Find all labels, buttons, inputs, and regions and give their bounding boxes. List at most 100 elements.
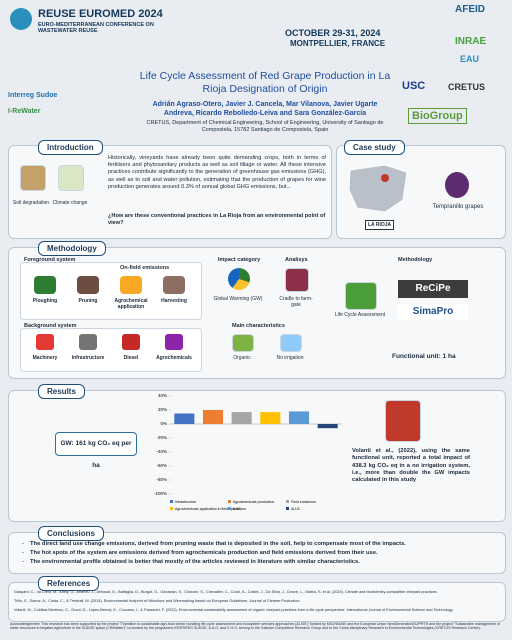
acknowledgement: Acknowledgement: This research has been …	[10, 622, 500, 631]
icon	[232, 334, 254, 352]
functional-unit: Functional unit: 1 ha	[392, 353, 456, 360]
label: Foreground system	[24, 257, 76, 263]
legend-swatch	[170, 507, 173, 510]
conference-subtitle: EURO-MEDITERRANEAN CONFERENCE ON WASTEWA…	[38, 22, 154, 34]
result-box: GW: 161 kg CO₂ eq per ha	[55, 432, 137, 469]
y-tick-label: 20%	[158, 407, 167, 412]
legend-swatch	[170, 500, 173, 503]
logo: INRAE	[455, 36, 487, 47]
bar	[174, 413, 195, 424]
icon	[34, 276, 56, 294]
chart: 40% 20% 0% -20% -40% -60% -80% -100% Infrastruct…	[154, 393, 342, 511]
y-tick-label: -100%	[154, 491, 167, 496]
icon-label: Soil degradation	[12, 200, 50, 206]
legend-swatch	[228, 500, 231, 503]
logo: USC	[402, 80, 426, 92]
icon	[228, 268, 250, 290]
legend-label: Field emissions	[291, 500, 316, 504]
icon	[122, 334, 140, 350]
conclusion: The hot spots of the system are emission…	[30, 550, 378, 556]
y-tick-label: -40%	[156, 449, 167, 454]
legend-label: Infrastructure	[175, 500, 196, 504]
reference: Trillo, E., Saenz, A., Costa, C., & Tres…	[14, 599, 301, 603]
label: Main characteristics	[232, 323, 285, 329]
section-heading: References	[38, 576, 100, 591]
bar	[260, 412, 281, 424]
icon	[163, 276, 185, 294]
section-heading: Conclusions	[38, 526, 105, 541]
legend-label: Agrochemicals application in field opera…	[175, 507, 246, 511]
reference: Gaspard, C., du Crest, M., Abiny, G., An…	[14, 590, 438, 594]
label: Methodology	[398, 257, 433, 263]
bullet: -	[22, 541, 24, 547]
section-heading: Methodology	[38, 241, 106, 256]
legend-label: dLUC	[291, 507, 301, 511]
icon	[36, 334, 54, 350]
crop-label: Tempranillo grapes	[432, 204, 484, 210]
label: Life Cycle Assessment	[334, 312, 386, 318]
icon	[79, 334, 97, 350]
bar	[202, 410, 224, 424]
icon	[345, 282, 377, 310]
icon	[285, 268, 309, 292]
comparison-text: Volanti et al., (2022), using the same f…	[352, 448, 470, 484]
legend-swatch	[228, 507, 231, 510]
logo: BioGroup	[408, 108, 467, 124]
icon	[385, 400, 421, 442]
item-label: Agrochemicals	[156, 355, 192, 361]
location: MONTPELLIER, FRANCE	[290, 39, 386, 48]
logo: I-ReWater	[8, 108, 41, 115]
section-heading: Results	[38, 384, 85, 399]
item-label: Ploughing	[32, 298, 58, 304]
bullet: -	[22, 550, 24, 556]
affiliation: CRETUS, Department of Chemical Engineeri…	[146, 120, 384, 133]
bar	[231, 412, 252, 424]
conference-logo	[10, 8, 32, 30]
item-label: Pruning	[78, 298, 98, 304]
icon	[165, 334, 183, 350]
conclusion: The environmental profile obtained is be…	[30, 559, 360, 565]
y-tick-label: -60%	[156, 463, 167, 468]
item-label: Agrochemical application	[114, 298, 148, 310]
logo: CRETUS	[448, 82, 486, 92]
icon	[58, 165, 84, 191]
section-heading: Introduction	[38, 140, 103, 155]
icon	[20, 165, 46, 191]
y-tick-label: 40%	[158, 393, 167, 398]
label: Global Warming (GW)	[213, 296, 263, 302]
label: Impact category	[218, 257, 261, 263]
section-heading: Case study	[344, 140, 405, 155]
dates: OCTOBER 29-31, 2024	[285, 28, 381, 38]
label: Analisys	[285, 257, 308, 263]
authors: Adrián Agraso-Otero, Javier J. Cancela, …	[152, 101, 378, 117]
label: On-field emissions	[120, 265, 170, 271]
item-label: Diesel	[123, 355, 139, 361]
y-tick-label: -80%	[156, 477, 167, 482]
item-label: Harvesting	[161, 298, 187, 304]
y-tick-label: -20%	[156, 435, 167, 440]
conclusion: The direct land use change emissions, de…	[30, 541, 406, 547]
logo: Interreg Sudoe	[8, 92, 58, 99]
legend-label: Agrochemicals production	[233, 500, 274, 504]
icon	[445, 172, 469, 198]
region-label: LA RIOJA	[365, 220, 395, 230]
label: Cradle to farm-gate	[279, 296, 313, 308]
icon	[120, 276, 142, 294]
bar	[288, 411, 310, 424]
y-tick-label: 0%	[160, 421, 167, 426]
label: Background system	[24, 323, 77, 329]
icon	[77, 276, 99, 294]
icon	[280, 334, 302, 352]
label: No irrigation	[276, 355, 304, 361]
legend-label: iLUC	[233, 507, 241, 511]
legend-swatch	[286, 507, 289, 510]
logo: AFEID	[455, 4, 485, 15]
poster-title: Life Cycle Assessment of Red Grape Produ…	[139, 70, 391, 95]
icon-label: Climate change	[52, 200, 88, 206]
intro-text: Historically, vineyards have already bee…	[108, 155, 326, 190]
tool: SimaPro	[398, 304, 468, 320]
intro-question: ¿How are these conventional practices in…	[108, 213, 326, 227]
map	[348, 164, 408, 213]
reference: Volanti, M., Cubillas Martínez, C., Grou…	[14, 608, 454, 612]
